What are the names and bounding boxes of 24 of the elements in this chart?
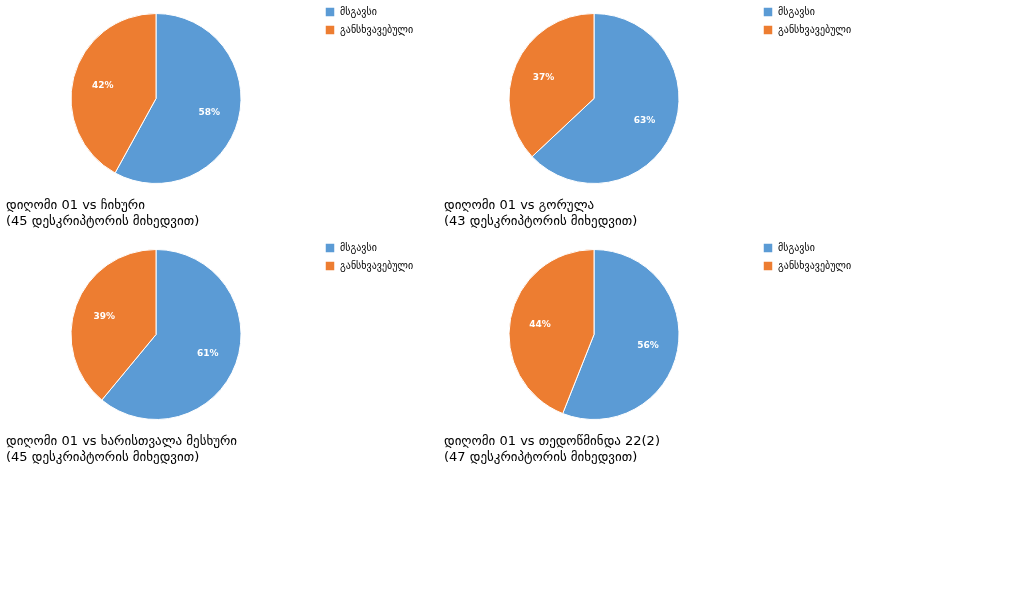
data-label: 39%	[93, 310, 116, 321]
legend-label: განსხვავებული	[340, 260, 414, 272]
text: (47 დესკრიპტორის მიხედვით)	[444, 449, 638, 464]
legend-label: განსხვავებული	[778, 24, 852, 36]
data-label: 61%	[196, 348, 219, 359]
text: (45 დესკრიპტორის მიხედვით)	[6, 213, 200, 228]
data-label: 42%	[91, 79, 114, 90]
text: (45 დესკრიპტორის მიხედვით)	[6, 449, 200, 464]
text: დიღომი 01 vs თედოწმინდა 22(2)	[444, 433, 660, 448]
data-label: 56%	[637, 339, 659, 350]
legend-label: მსგავსი	[340, 6, 377, 18]
text: დიღომი 01 vs ხარისთვალა მესხური	[6, 433, 238, 448]
data-label: 58%	[198, 107, 221, 118]
data-label: 63%	[633, 115, 656, 126]
text: დიღომი 01 vs გორულა	[444, 197, 595, 212]
legend-label: მსგავსი	[778, 242, 815, 254]
data-label: 44%	[529, 319, 551, 330]
legend-label: მსგავსი	[778, 6, 815, 18]
legend-label: განსხვავებული	[340, 24, 414, 36]
legend-label: განსხვავებული	[778, 260, 852, 272]
text: დიღომი 01 vs ჩიხური	[6, 197, 146, 212]
text: (43 დესკრიპტორის მიხედვით)	[444, 213, 638, 228]
legend-label: მსგავსი	[340, 242, 377, 254]
data-label: 37%	[532, 71, 555, 82]
